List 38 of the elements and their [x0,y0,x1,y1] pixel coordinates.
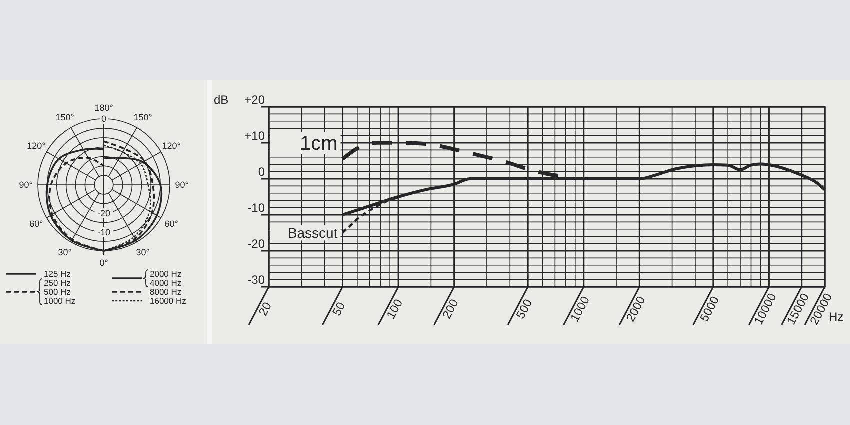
spoke-label: 150° [56,112,75,123]
y-axis-title: dB [214,93,229,107]
spoke-label: 90° [19,180,34,190]
legend-label: 8000 Hz [150,287,182,297]
legend-label: 250 Hz 500 Hz 1000 Hz [44,278,76,306]
y-tick-label: +20 [244,93,266,107]
y-tick-label: -10 [248,201,266,215]
x-tick-label: 500 [513,296,536,322]
legend-label: 2000 Hz 4000 Hz [150,269,182,288]
x-tick-label: 2000 [623,294,648,324]
spoke-label: 150° [134,112,153,123]
x-tick-label: 200 [440,296,462,322]
spoke-label: 120° [162,141,182,152]
spoke-label: 30° [136,248,150,258]
y-tick-label: 0 [258,165,266,179]
series-label: Basscut [288,224,338,241]
spoke-label: 120° [27,141,46,152]
series-label: 1cm [300,133,338,155]
x-axis-title: Hz [829,310,844,324]
x-tick-label: 5000 [697,294,722,324]
y-tick-label: -10 [97,227,111,238]
x-tick-label: 1000 [568,294,593,324]
legend-label: 16000 Hz [150,296,186,306]
y-tick-label: +10 [244,129,266,143]
y-tick-label: -20 [248,237,266,251]
spoke-label: 0° [100,258,109,268]
x-tick-label: 50 [330,300,348,318]
spoke-label: 180° [94,103,114,113]
spoke-label: 90° [175,180,190,190]
y-tick-label: 0 [101,114,107,124]
legend-label: 125 Hz [44,269,71,279]
x-tick-label: 100 [384,296,406,322]
spoke-label: 60° [164,219,179,230]
spoke-label: 30° [58,248,72,258]
y-tick-label: -20 [97,208,111,218]
x-tick-label: 20 [256,300,275,318]
spoke-label: 60° [30,219,44,230]
y-tick-label: -30 [248,273,266,287]
